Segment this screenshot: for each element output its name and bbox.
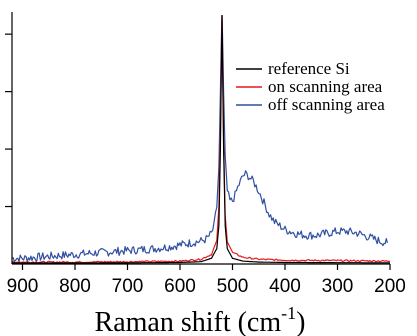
x-tick-label: 400 [269, 276, 301, 297]
x-tick-label: 700 [112, 276, 144, 297]
x-axis-title-suffix: ) [296, 307, 305, 336]
x-tick-label: 300 [322, 276, 354, 297]
series-line-1 [12, 15, 390, 264]
x-tick-label: 600 [164, 276, 196, 297]
series-line-2 [12, 15, 388, 263]
axes: 900 800 700 600 500 400 300 200 [5, 12, 406, 297]
x-axis-title-main: Raman shift (cm [95, 307, 282, 336]
x-tick-label: 800 [59, 276, 91, 297]
legend-label: reference Si [268, 59, 350, 78]
legend-label: off scanning area [268, 95, 385, 114]
x-axis-title: Raman shift (cm-1) [95, 303, 306, 336]
legend-label: on scanning area [268, 77, 383, 96]
series-line-0 [12, 15, 390, 264]
x-tick-label: 900 [7, 276, 39, 297]
x-tick-label: 200 [374, 276, 406, 297]
x-tick-label: 500 [217, 276, 249, 297]
plot-area [12, 15, 390, 264]
x-axis-title-superscript: -1 [281, 303, 296, 323]
